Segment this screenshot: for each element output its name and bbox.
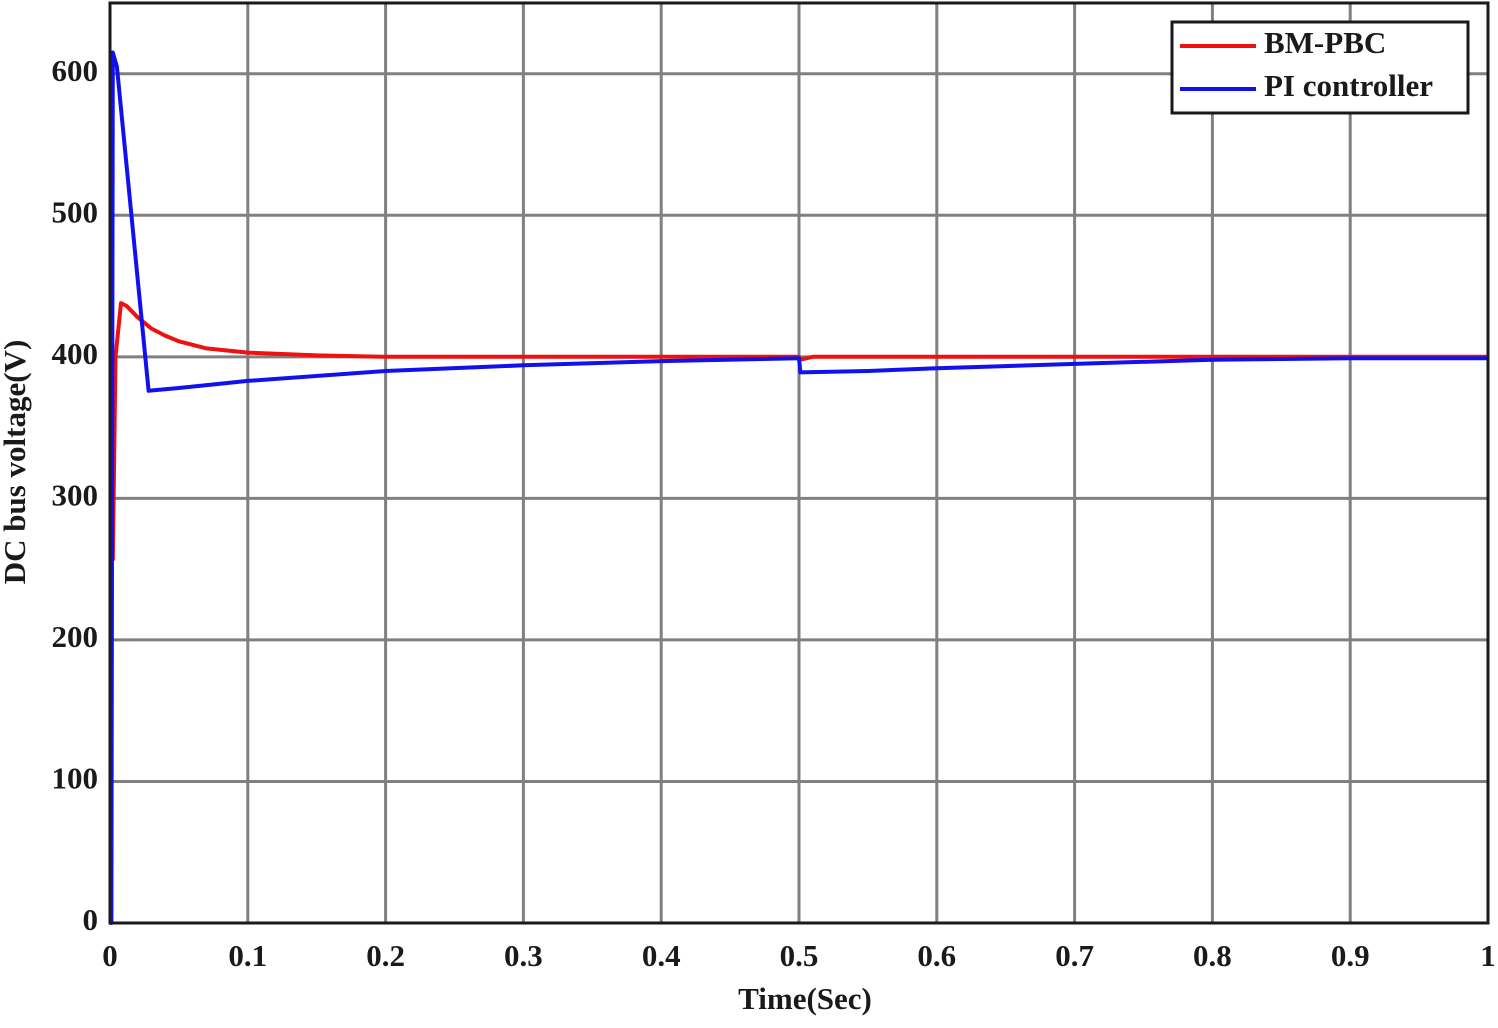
x-tick-label: 1	[1480, 938, 1496, 973]
legend-box	[1170, 20, 1470, 115]
x-tick-label: 0.2	[366, 938, 405, 973]
y-tick-label: 500	[52, 194, 99, 229]
legend-label: PI controller	[1264, 68, 1433, 103]
plot-frame	[108, 1, 1490, 925]
legend-label: BM-PBC	[1264, 25, 1386, 60]
series-line	[109, 50, 1488, 925]
x-tick-label: 0.6	[917, 938, 956, 973]
y-tick-label: 0	[83, 902, 99, 937]
x-tick-label: 0.5	[780, 938, 819, 973]
y-tick-label: 200	[52, 619, 99, 654]
x-tick-label: 0	[102, 938, 118, 973]
x-tick-label: 0.9	[1331, 938, 1370, 973]
x-axis-label: Time(Sec)	[738, 981, 872, 1016]
x-tick-label: 0.3	[504, 938, 543, 973]
x-tick-label: 0.4	[642, 938, 681, 973]
y-tick-label: 600	[52, 53, 99, 88]
y-tick-label: 100	[52, 761, 99, 796]
x-tick-label: 0.7	[1055, 938, 1094, 973]
y-tick-label: 300	[52, 477, 99, 512]
x-tick-label: 0.8	[1193, 938, 1232, 973]
y-tick-label: 400	[52, 336, 99, 371]
x-tick-label: 0.1	[228, 938, 267, 973]
y-axis-label: DC bus voltage(V)	[0, 340, 32, 585]
legend: BM-PBC PI controller	[1170, 20, 1470, 115]
